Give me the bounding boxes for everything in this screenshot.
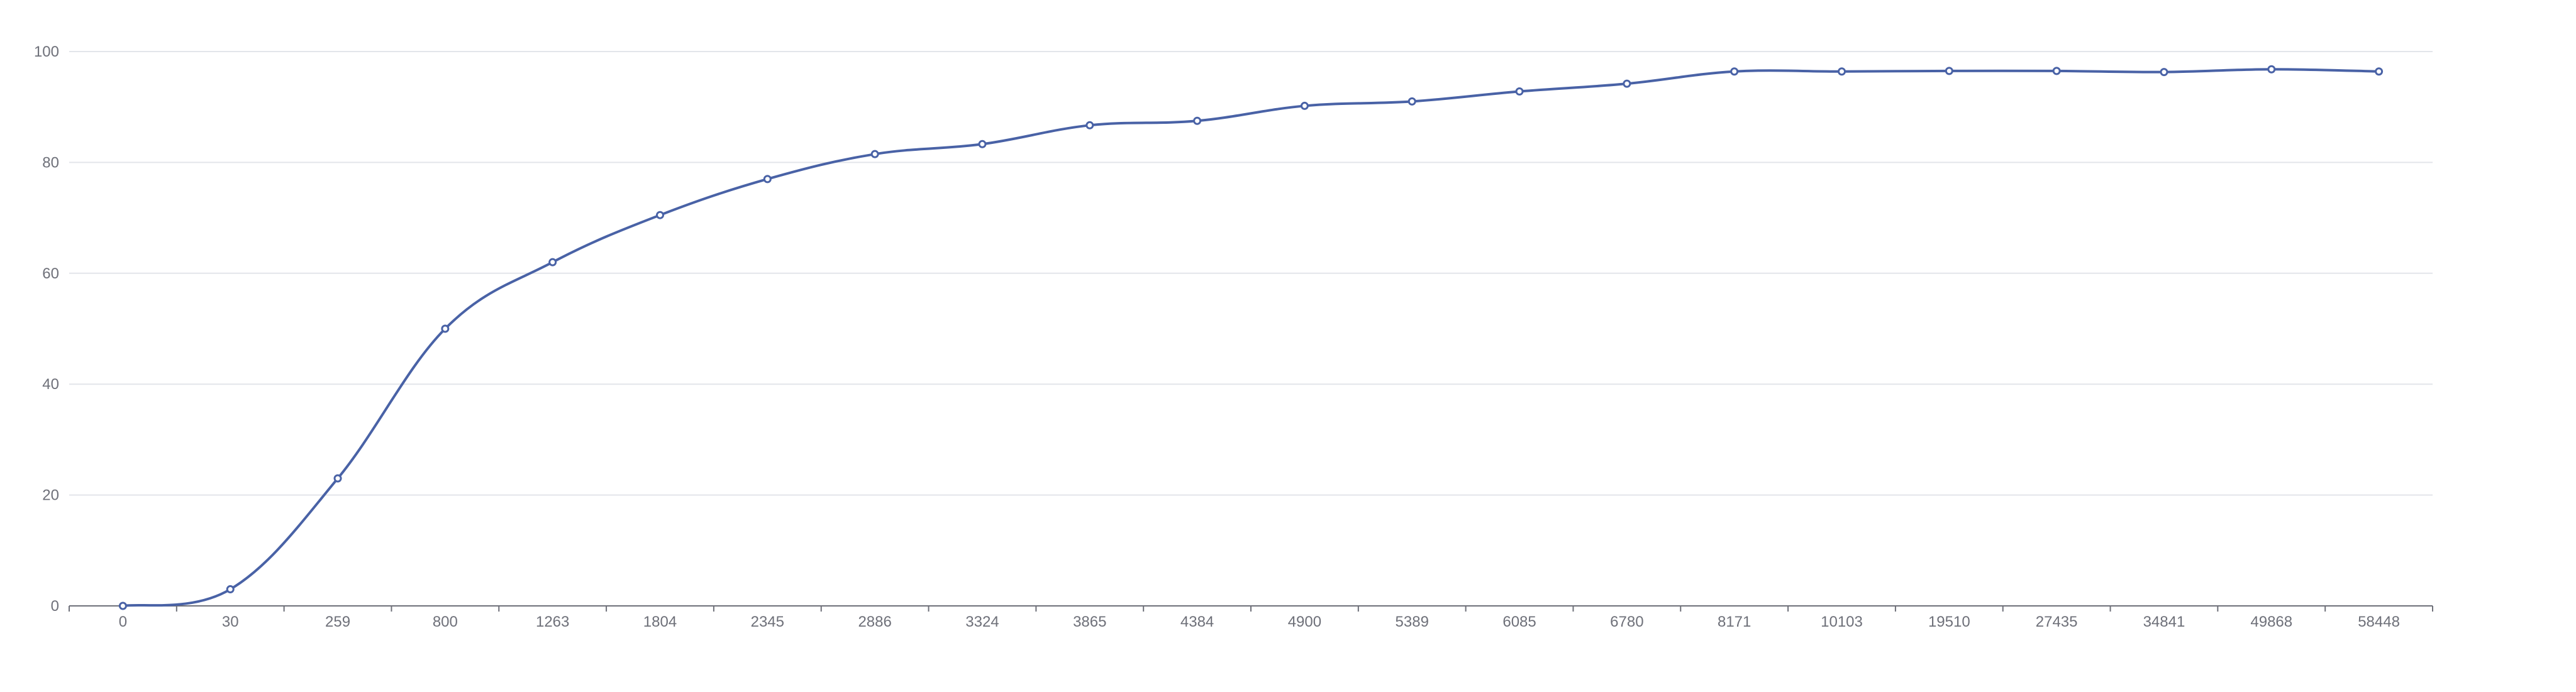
data-point-49868[interactable] [2267,65,2276,74]
x-tick-label-6780: 6780 [1610,613,1643,630]
x-tick-label-259: 259 [325,613,350,630]
x-tick-label-1804: 1804 [643,613,677,630]
y-tick-label-40: 40 [42,376,59,393]
x-tick-label-8171: 8171 [1718,613,1751,630]
series-layer [121,68,2380,607]
data-point-27435[interactable] [2052,67,2061,75]
x-tick-label-2886: 2886 [858,613,891,630]
data-point-2345[interactable] [763,175,772,184]
data-point-30[interactable] [226,585,235,594]
x-tick-label-19510: 19510 [1928,613,1970,630]
x-tick-label-58448: 58448 [2358,613,2400,630]
data-point-259[interactable] [333,474,342,483]
x-tick-label-3324: 3324 [965,613,999,630]
data-point-6780[interactable] [1623,79,1631,88]
data-point-1263[interactable] [548,258,557,266]
data-point-5389[interactable] [1407,97,1416,106]
data-point-0[interactable] [118,601,127,610]
x-tick-label-27435: 27435 [2036,613,2078,630]
data-point-1804[interactable] [656,211,664,219]
data-point-10103[interactable] [1838,67,1846,76]
x-tick-label-6085: 6085 [1502,613,1536,630]
x-tick-label-0: 0 [119,613,127,630]
x-tick-label-800: 800 [433,613,458,630]
y-tick-label-20: 20 [42,487,59,504]
data-point-3324[interactable] [978,140,987,148]
data-point-34841[interactable] [2160,68,2168,77]
x-tick-label-3865: 3865 [1073,613,1106,630]
data-point-4384[interactable] [1193,116,1202,125]
data-point-4900[interactable] [1300,101,1309,110]
x-tick-label-30: 30 [222,613,239,630]
x-tick-label-34841: 34841 [2143,613,2185,630]
data-point-3865[interactable] [1085,121,1094,129]
x-tick-label-10103: 10103 [1821,613,1863,630]
y-axis-labels: 0 20 40 60 80 100 [34,43,59,615]
data-point-58448[interactable] [2375,67,2384,76]
y-tick-label-60: 60 [42,265,59,282]
x-tick-label-1263: 1263 [536,613,569,630]
x-tick-label-5389: 5389 [1396,613,1429,630]
x-tick-label-49868: 49868 [2250,613,2292,630]
data-point-6085[interactable] [1515,87,1524,96]
data-point-8171[interactable] [1730,67,1739,76]
grid-lines [69,51,2433,496]
x-axis: 0 30 259 800 1263 1804 2345 2886 3324 3865 4384 490… [69,605,2433,630]
data-point-19510[interactable] [1945,67,1953,75]
data-point-800[interactable] [441,324,450,333]
y-tick-label-100: 100 [34,43,59,60]
data-point-2886[interactable] [870,150,879,158]
x-tick-label-4900: 4900 [1288,613,1321,630]
x-tick-label-4384: 4384 [1180,613,1214,630]
series-line-0 [121,68,2380,607]
y-tick-label-0: 0 [51,598,59,615]
data-points [118,65,2384,610]
x-tick-label-2345: 2345 [751,613,784,630]
y-tick-label-80: 80 [42,154,59,171]
